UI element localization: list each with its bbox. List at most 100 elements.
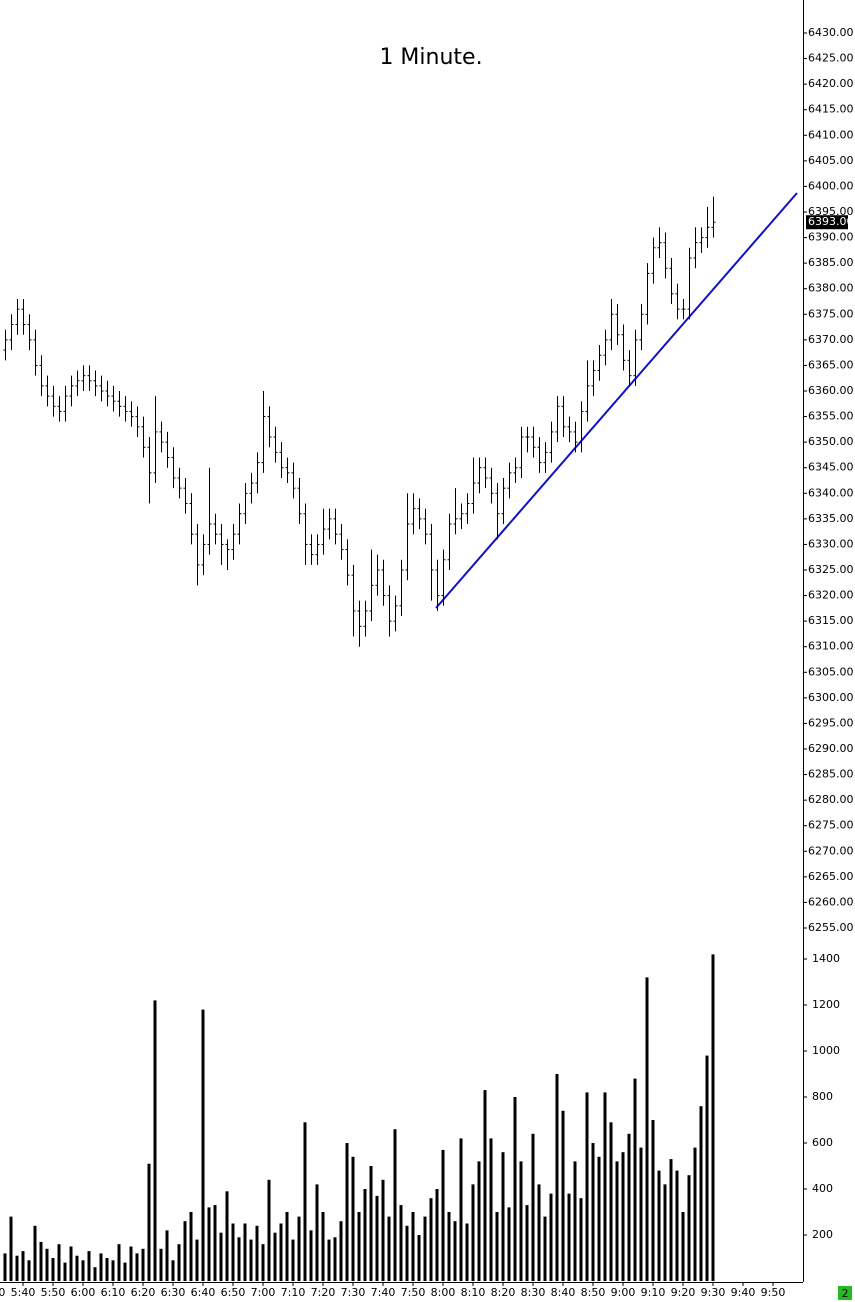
- volume-bar: [153, 1000, 157, 1281]
- x-tick-label: 8:10: [461, 1286, 486, 1299]
- volume-tick-label: 600: [812, 1136, 833, 1149]
- volume-bar: [15, 1255, 19, 1281]
- y-tick-label: 6285.00: [808, 768, 854, 781]
- y-tick-label: 6370.00: [808, 333, 854, 346]
- volume-bar: [135, 1253, 139, 1281]
- x-tick-label: 8:00: [431, 1286, 456, 1299]
- volume-bar: [489, 1138, 493, 1281]
- volume-bar: [249, 1239, 253, 1281]
- volume-bar: [627, 1133, 631, 1281]
- y-tick-label: 6395.00: [808, 205, 854, 218]
- volume-bar: [399, 1205, 403, 1281]
- y-tick-label: 6315.00: [808, 614, 854, 627]
- volume-bar: [507, 1207, 511, 1281]
- volume-bar: [651, 1120, 655, 1281]
- volume-bar: [465, 1223, 469, 1281]
- y-tick-label: 6415.00: [808, 103, 854, 116]
- volume-bar: [123, 1262, 127, 1281]
- volume-bar: [435, 1189, 439, 1281]
- x-tick-label: 5:30: [0, 1286, 5, 1299]
- volume-bar: [477, 1161, 481, 1281]
- volume-tick-label: 1400: [812, 952, 840, 965]
- volume-bar: [663, 1184, 667, 1281]
- volume-bar: [585, 1092, 589, 1281]
- volume-bar: [39, 1241, 43, 1281]
- volume-bar: [711, 954, 715, 1281]
- volume-bar: [309, 1230, 313, 1281]
- volume-bar: [201, 1009, 205, 1281]
- last-price-box: [806, 215, 848, 230]
- volume-bar: [537, 1184, 541, 1281]
- volume-bar: [705, 1055, 709, 1281]
- y-tick-label: 6430.00: [808, 26, 854, 39]
- x-tick-label: 6:30: [161, 1286, 186, 1299]
- trend-line: [435, 192, 798, 609]
- y-tick-label: 6405.00: [808, 154, 854, 167]
- x-tick-label: 9:20: [671, 1286, 696, 1299]
- y-tick-label: 6325.00: [808, 563, 854, 576]
- volume-bar: [33, 1225, 37, 1281]
- volume-bar: [525, 1205, 529, 1281]
- volume-bar: [339, 1221, 343, 1281]
- volume-bar: [597, 1156, 601, 1281]
- volume-bar: [219, 1232, 223, 1281]
- badge-label: 2: [842, 1287, 849, 1300]
- last-price-label: 6393.00: [808, 215, 854, 228]
- volume-bar: [285, 1212, 289, 1281]
- volume-bar: [369, 1166, 373, 1281]
- y-tick-label: 6275.00: [808, 819, 854, 832]
- volume-tick-label: 800: [812, 1090, 833, 1103]
- volume-bar: [483, 1090, 487, 1281]
- volume-bar: [9, 1216, 13, 1281]
- volume-bar: [471, 1184, 475, 1281]
- volume-bar: [591, 1143, 595, 1281]
- volume-tick-label: 1000: [812, 1044, 840, 1057]
- x-tick-label: 7:30: [341, 1286, 366, 1299]
- volume-bar: [183, 1221, 187, 1281]
- x-tick-label: 6:40: [191, 1286, 216, 1299]
- x-tick-label: 5:40: [11, 1286, 36, 1299]
- volume-bar: [501, 1152, 505, 1281]
- y-tick-label: 6340.00: [808, 486, 854, 499]
- volume-bar: [165, 1230, 169, 1281]
- y-tick-label: 6310.00: [808, 640, 854, 653]
- y-tick-label: 6410.00: [808, 128, 854, 141]
- volume-bar: [609, 1122, 613, 1281]
- volume-bar: [237, 1237, 241, 1281]
- x-tick-label: 8:40: [551, 1286, 576, 1299]
- x-tick-label: 9:50: [761, 1286, 786, 1299]
- volume-bar: [531, 1133, 535, 1281]
- volume-bar: [303, 1122, 307, 1281]
- volume-bar: [357, 1212, 361, 1281]
- y-tick-label: 6255.00: [808, 921, 854, 934]
- x-tick-label: 6:00: [71, 1286, 96, 1299]
- volume-bar: [63, 1262, 67, 1281]
- volume-bar: [693, 1147, 697, 1281]
- volume-bar: [105, 1258, 109, 1281]
- volume-bar: [579, 1198, 583, 1281]
- volume-bar: [243, 1223, 247, 1281]
- volume-bar: [603, 1092, 607, 1281]
- volume-bar: [141, 1248, 145, 1281]
- y-tick-label: 6390.00: [808, 231, 854, 244]
- volume-bar: [657, 1170, 661, 1281]
- volume-bar: [147, 1163, 151, 1281]
- volume-bar: [111, 1260, 115, 1281]
- volume-bar: [93, 1267, 97, 1281]
- volume-bar: [315, 1184, 319, 1281]
- volume-bar: [453, 1221, 457, 1281]
- volume-bar: [393, 1129, 397, 1281]
- volume-bar: [57, 1244, 61, 1281]
- volume-bar: [3, 1253, 7, 1281]
- volume-bar: [423, 1216, 427, 1281]
- x-tick-label: 7:50: [401, 1286, 426, 1299]
- y-tick-label: 6355.00: [808, 410, 854, 423]
- volume-bar: [27, 1260, 31, 1281]
- volume-bar: [633, 1078, 637, 1281]
- y-tick-label: 6335.00: [808, 512, 854, 525]
- volume-bar: [225, 1191, 229, 1281]
- volume-bar: [345, 1143, 349, 1281]
- volume-bar: [195, 1239, 199, 1281]
- y-tick-label: 6295.00: [808, 716, 854, 729]
- volume-bar: [561, 1110, 565, 1281]
